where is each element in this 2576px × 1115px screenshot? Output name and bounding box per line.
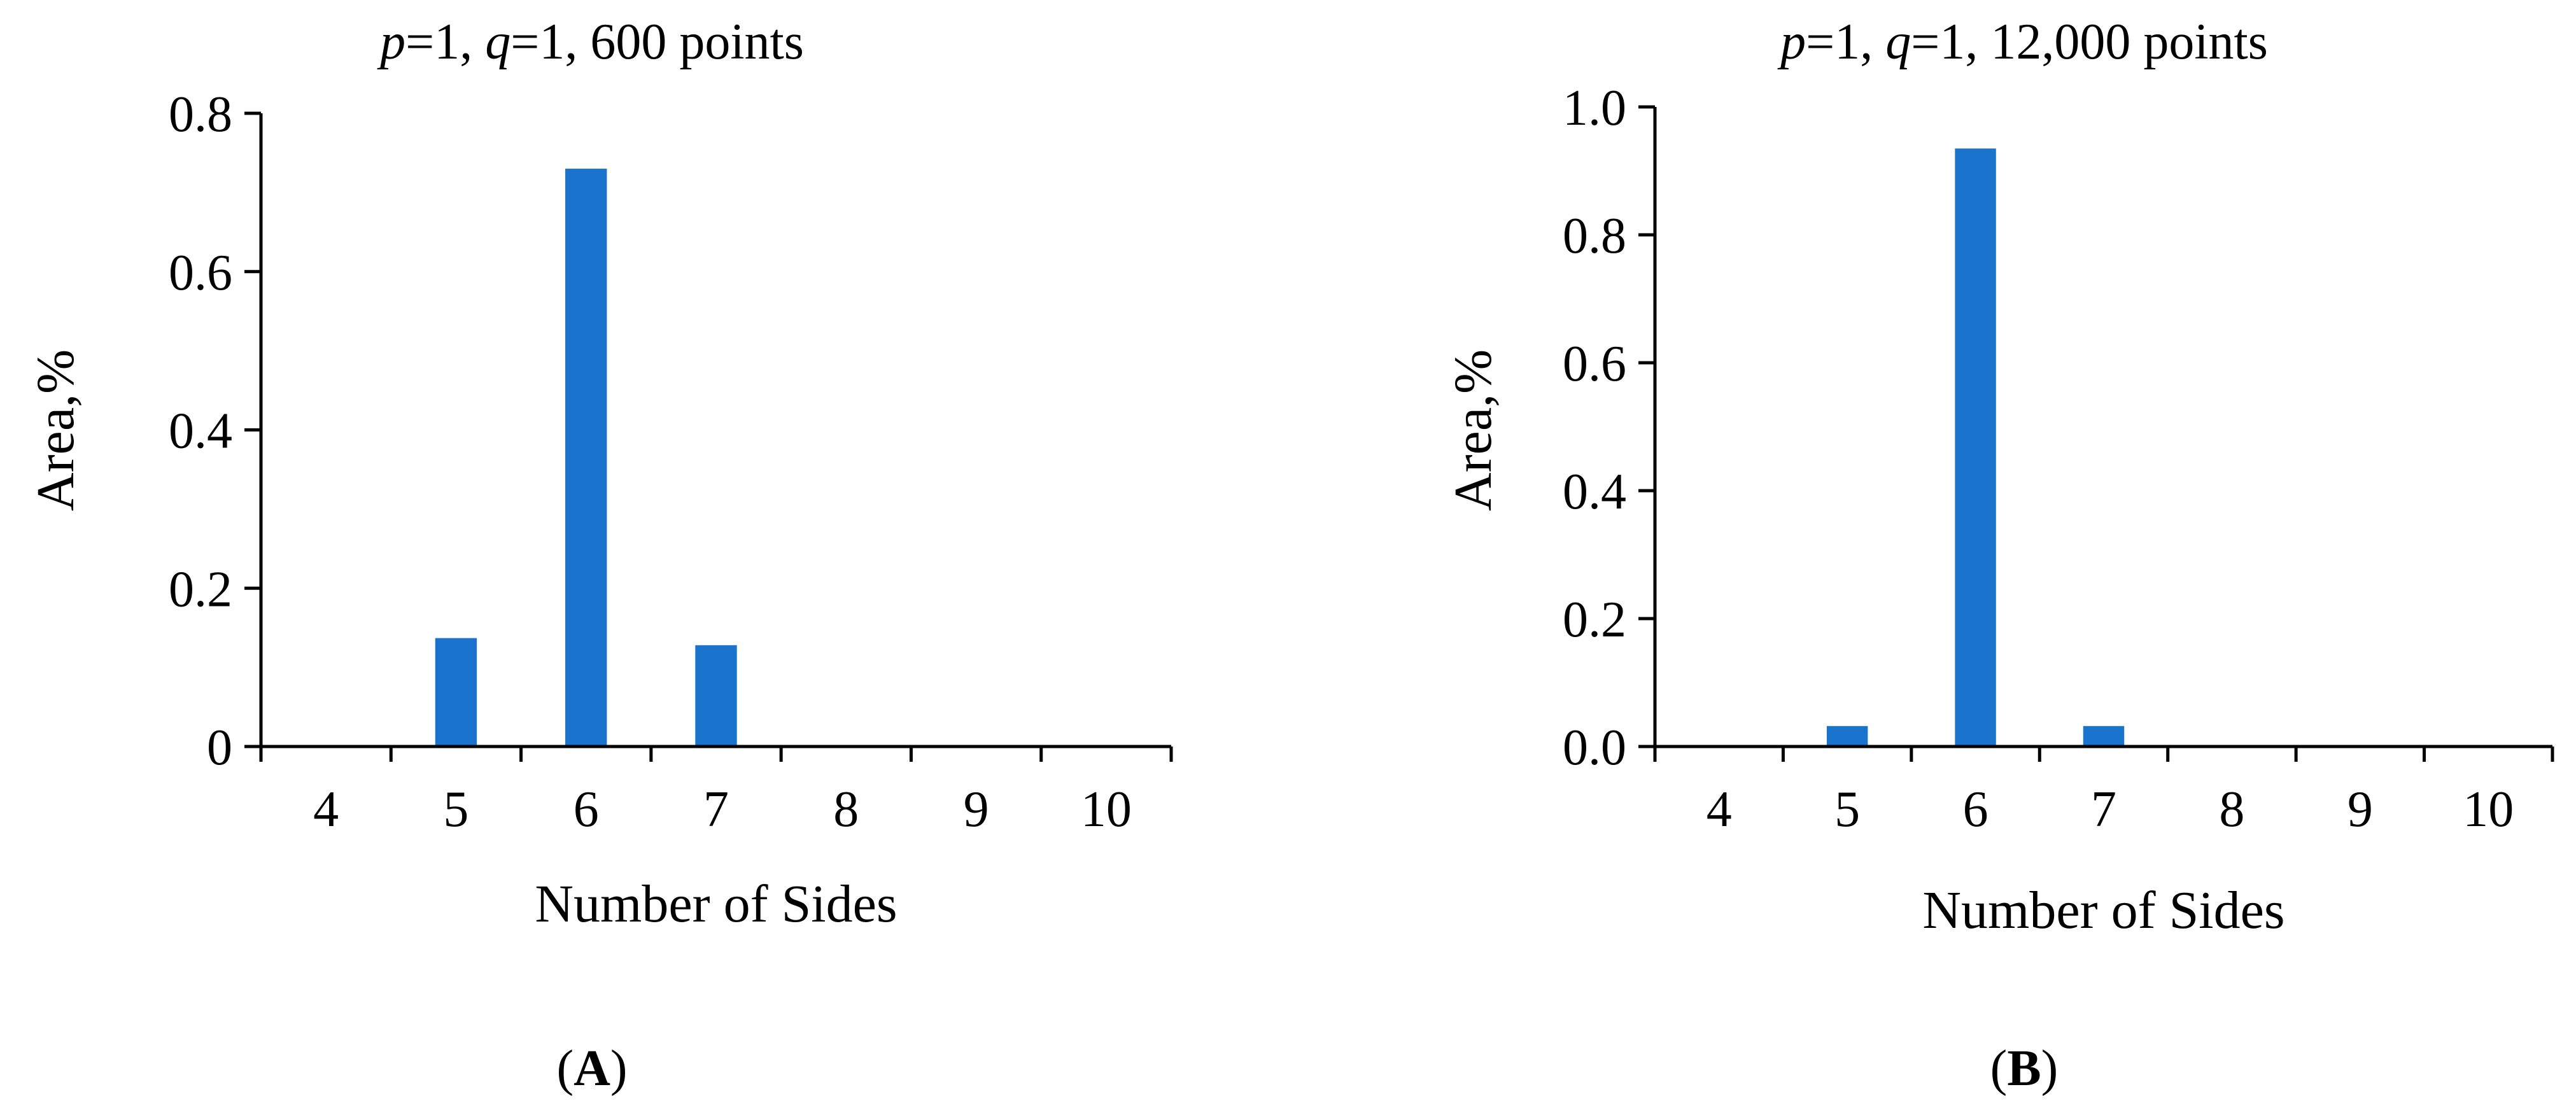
y-tick-label: 0.0 xyxy=(1563,720,1626,776)
chart-b: p=1, q=1, 12,000 points 0.0 0.2 0.4 0.6 0.8 1.… xyxy=(1444,14,2554,1097)
x-tick-label: 8 xyxy=(833,782,859,838)
bar-5 xyxy=(435,638,477,747)
bar-6 xyxy=(1955,148,1996,747)
y-tick-label: 0.6 xyxy=(169,245,232,301)
chart-a: p=1, q=1, 600 points 0 0.2 0.4 0.6 0.8 4 5 6 7 8 9 1… xyxy=(26,14,1173,1097)
y-axis-title: Area,% xyxy=(26,349,85,511)
x-tick-label: 7 xyxy=(703,782,729,838)
bar-7 xyxy=(695,645,737,747)
y-tick-label: 1.0 xyxy=(1563,80,1626,136)
y-tick-label: 0.4 xyxy=(169,403,232,459)
x-axis-title: Number of Sides xyxy=(1922,881,2284,940)
chart-title: p=1, q=1, 12,000 points xyxy=(1777,14,2268,70)
x-tick-label: 4 xyxy=(313,782,339,838)
x-tick-label: 6 xyxy=(1963,782,1988,838)
y-axis-title: Area,% xyxy=(1444,349,1503,511)
chart-title-part: p xyxy=(1777,14,1806,70)
x-tick-label: 9 xyxy=(2347,782,2373,838)
x-tick-label: 10 xyxy=(1081,782,1132,838)
y-tick-label: 0.4 xyxy=(1563,464,1626,520)
x-tick-label: 4 xyxy=(1707,782,1732,838)
chart-title: p=1, q=1, 600 points xyxy=(377,14,804,70)
chart-title-part: =1, 12,000 points xyxy=(1911,14,2268,70)
chart-title-part: =1, xyxy=(405,14,485,70)
y-tick-label: 0 xyxy=(207,720,232,776)
x-tick-label: 9 xyxy=(964,782,989,838)
x-tick-label: 10 xyxy=(2463,782,2514,838)
y-tick-label: 0.2 xyxy=(169,561,232,617)
chart-title-part: q xyxy=(1885,14,1911,70)
y-tick-label: 0.8 xyxy=(169,87,232,143)
panel-label-part: ) xyxy=(610,1041,628,1097)
panel-label-part: ( xyxy=(1990,1041,2008,1097)
x-axis-title: Number of Sides xyxy=(535,874,897,934)
panel-label-part: B xyxy=(2007,1041,2041,1097)
bar-5 xyxy=(1826,726,1868,747)
chart-title-part: =1, xyxy=(1806,14,1885,70)
y-tick-label: 0.8 xyxy=(1563,208,1626,264)
panel-label-part: ( xyxy=(556,1041,574,1097)
panel-label: (A) xyxy=(556,1041,627,1097)
panel-label-part: ) xyxy=(2041,1041,2059,1097)
x-tick-label: 8 xyxy=(2219,782,2244,838)
panel-label: (B) xyxy=(1990,1041,2059,1097)
x-tick-label: 5 xyxy=(1834,782,1860,838)
chart-title-part: p xyxy=(377,14,405,70)
bar-6 xyxy=(565,169,607,747)
y-tick-label: 0.6 xyxy=(1563,336,1626,392)
panel-label-part: A xyxy=(574,1041,610,1097)
x-tick-label: 5 xyxy=(443,782,468,838)
x-tick-label: 6 xyxy=(574,782,599,838)
y-tick-label: 0.2 xyxy=(1563,592,1626,648)
bar-7 xyxy=(2083,726,2125,747)
chart-title-part: q xyxy=(485,14,510,70)
x-tick-label: 7 xyxy=(2091,782,2116,838)
chart-title-part: =1, 600 points xyxy=(510,14,804,70)
